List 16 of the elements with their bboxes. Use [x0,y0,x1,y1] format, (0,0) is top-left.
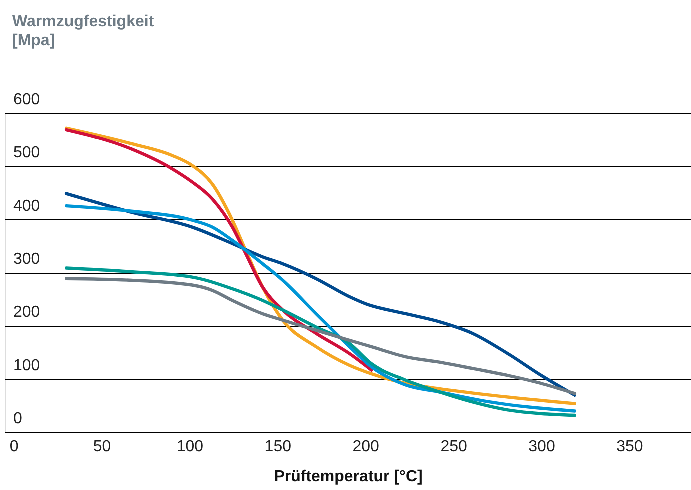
x-tick-label: 150 [264,438,292,456]
x-tick-label: 350 [616,438,644,456]
y-tick-label: 400 [14,198,40,215]
x-tick-label: 300 [528,438,556,456]
y-axis-title: Warmzugfestigkeit [Mpa] [12,14,155,50]
x-tick-label: 100 [176,438,204,456]
y-tick-label: 600 [14,92,40,108]
y-tick-label: 500 [14,144,40,162]
y-tick-label: 100 [14,357,40,374]
y-tick-label: 300 [14,251,40,268]
x-tick-label: 50 [93,438,112,456]
x-tick-label: 250 [440,438,468,456]
x-tick-label: 200 [352,438,380,456]
y-tick-label: 0 [14,410,22,428]
y-tick-label: 200 [14,304,40,322]
x-axis-title: Prüftemperatur [°C] [274,468,423,486]
